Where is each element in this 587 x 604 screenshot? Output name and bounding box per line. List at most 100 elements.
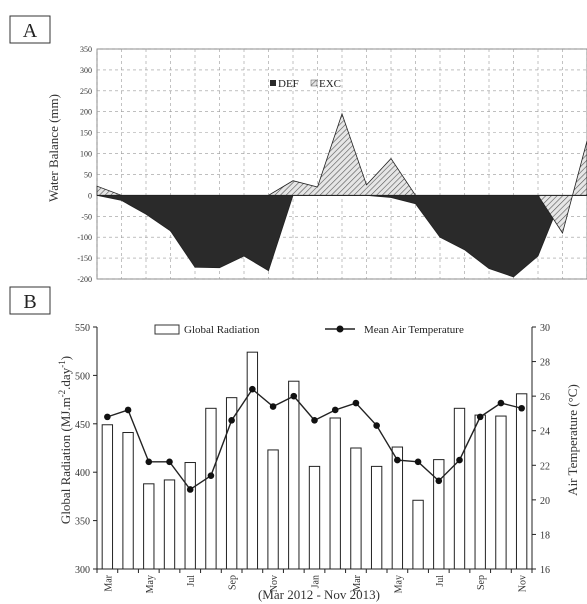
temperature-point bbox=[435, 477, 443, 485]
radiation-bar bbox=[515, 393, 528, 570]
radiation-bar bbox=[329, 417, 341, 570]
legend-exc-swatch bbox=[310, 79, 318, 87]
radiation-bar bbox=[495, 415, 507, 570]
panel-b-y2-tick-label: 20 bbox=[540, 496, 550, 507]
panel-b-x-tick-label: Mar bbox=[103, 574, 114, 591]
panel-b-x-axis-label: (Mar 2012 - Nov 2013) bbox=[258, 587, 380, 602]
panel-b-tag-box bbox=[9, 286, 51, 315]
panel-b-legend: Global Radiation Mean Air Temperature bbox=[154, 324, 464, 336]
temperature-point bbox=[249, 385, 256, 393]
panel-a-y-tick-label: 150 bbox=[80, 129, 92, 138]
panel-a-y-tick-label: 350 bbox=[80, 45, 92, 54]
panel-a-y-axis-label: Water Balance (mm) bbox=[46, 94, 61, 202]
panel-b-bars bbox=[101, 351, 528, 570]
radiation-bar bbox=[412, 499, 424, 570]
radiation-bar bbox=[205, 407, 217, 570]
temperature-point bbox=[414, 458, 422, 466]
panel-b-tag: B bbox=[23, 291, 36, 313]
panel-b-x-tick-label: Jul bbox=[435, 575, 446, 587]
panel-b-y-tick-label: 300 bbox=[75, 565, 90, 576]
temperature-point bbox=[518, 404, 525, 412]
legend-radiation-swatch bbox=[154, 324, 180, 335]
panel-b-y2-tick-label: 22 bbox=[540, 461, 550, 472]
temperature-point bbox=[394, 456, 401, 464]
temperature-point bbox=[269, 403, 277, 410]
temperature-point bbox=[456, 456, 463, 464]
temperature-point bbox=[373, 422, 380, 429]
panel-b-y2-tick-label: 24 bbox=[540, 427, 550, 438]
temperature-point bbox=[145, 458, 153, 466]
radiation-bar bbox=[122, 432, 134, 570]
panel-b-y2-tick-label: 30 bbox=[540, 323, 550, 334]
radiation-bar bbox=[163, 479, 176, 570]
radiation-bar bbox=[350, 447, 362, 570]
panel-a: A 350 300 250 200 150 100 50 0 -50 -100 -150 -200 W… bbox=[9, 15, 587, 284]
temperature-point bbox=[104, 413, 111, 421]
temperature-point bbox=[331, 406, 339, 414]
panel-b-x-tick-label: Mar bbox=[352, 574, 363, 591]
legend-def-swatch bbox=[270, 80, 276, 86]
temperature-point bbox=[476, 413, 484, 421]
panel-a-y-tick-label: -150 bbox=[77, 254, 92, 263]
panel-a-tag-box bbox=[9, 15, 51, 44]
panel-a-y-tick-label: -50 bbox=[81, 212, 92, 221]
panel-b-y-axis-label: Global Radiation (MJ.m-2.day-1) bbox=[57, 356, 73, 524]
legend-temperature-label: Mean Air Temperature bbox=[364, 324, 464, 336]
temperature-point bbox=[290, 392, 298, 400]
panel-b-x-tick-label: Sep bbox=[476, 575, 487, 590]
radiation-bar bbox=[370, 465, 383, 570]
temperature-point bbox=[207, 472, 215, 479]
panel-a-y-tick-label: 250 bbox=[80, 87, 92, 96]
legend-radiation-label: Global Radiation bbox=[184, 324, 260, 336]
panel-a-y-tick-label: -200 bbox=[77, 275, 92, 284]
panel-a-legend: DEF EXC bbox=[270, 78, 341, 90]
panel-b-y-tick-label: 350 bbox=[75, 517, 90, 528]
radiation-bar bbox=[308, 465, 321, 570]
legend-temperature-marker bbox=[336, 325, 344, 333]
panel-a-y-tick-label: 0 bbox=[88, 191, 92, 200]
panel-b-y2-tick-label: 26 bbox=[540, 392, 550, 403]
panel-a-y-tick-label: 200 bbox=[80, 108, 92, 117]
panel-a-axes: 350 300 250 200 150 100 50 0 -50 -100 -150 -200 bbox=[77, 45, 587, 284]
panel-a-y-tick-label: 300 bbox=[80, 66, 92, 75]
panel-b-y-tick-label: 450 bbox=[75, 420, 90, 431]
radiation-bar bbox=[143, 483, 155, 570]
radiation-bar bbox=[433, 459, 445, 570]
radiation-bar bbox=[246, 351, 259, 570]
legend-exc-label: EXC bbox=[319, 78, 341, 90]
temperature-point bbox=[228, 417, 235, 424]
panel-b-x-tick-label: Jul bbox=[186, 575, 197, 587]
panel-b-y2-tick-label: 28 bbox=[540, 358, 550, 369]
panel-b-x-tick-label: May bbox=[393, 575, 404, 593]
temperature-point bbox=[311, 417, 318, 424]
panel-a-y-tick-label: 100 bbox=[80, 150, 92, 159]
panel-b-x-tick-label: Sep bbox=[228, 575, 239, 590]
panel-b-axes: 550 500 450 400 350 300 30 28 26 24 22 20 18 16 Mar May… bbox=[75, 323, 550, 593]
radiation-bar bbox=[288, 380, 300, 570]
temperature-point bbox=[186, 486, 194, 493]
legend-def-label: DEF bbox=[278, 78, 299, 90]
panel-b-y2-axis-label: Air Temperature (°C) bbox=[565, 384, 580, 496]
panel-a-tag: A bbox=[23, 20, 38, 42]
panel-b-x-tick-label: Jan bbox=[311, 575, 322, 588]
radiation-bar bbox=[101, 424, 114, 570]
temperature-point bbox=[124, 406, 132, 414]
panel-b-line bbox=[104, 385, 525, 493]
temperature-point bbox=[352, 399, 360, 407]
panel-b-y2-tick-label: 16 bbox=[540, 565, 550, 576]
radiation-bar bbox=[184, 462, 196, 570]
radiation-bar bbox=[391, 446, 404, 570]
radiation-bar bbox=[474, 414, 486, 570]
temperature-point bbox=[166, 458, 173, 466]
panel-b-y-tick-label: 550 bbox=[75, 323, 90, 334]
temperature-point bbox=[497, 399, 505, 407]
radiation-bar bbox=[453, 407, 466, 570]
panel-b: B 550 500 450 400 350 300 30 28 26 24 22 20 18 16 Mar M… bbox=[9, 286, 580, 602]
panel-b-x-tick-label: May bbox=[145, 575, 156, 593]
panel-b-y-tick-label: 400 bbox=[75, 468, 90, 479]
panel-a-y-tick-label: 50 bbox=[84, 170, 92, 179]
panel-b-y2-tick-label: 18 bbox=[540, 530, 550, 541]
panel-b-x-tick-label: Nov bbox=[518, 575, 529, 592]
panel-a-y-tick-label: -100 bbox=[77, 233, 92, 242]
